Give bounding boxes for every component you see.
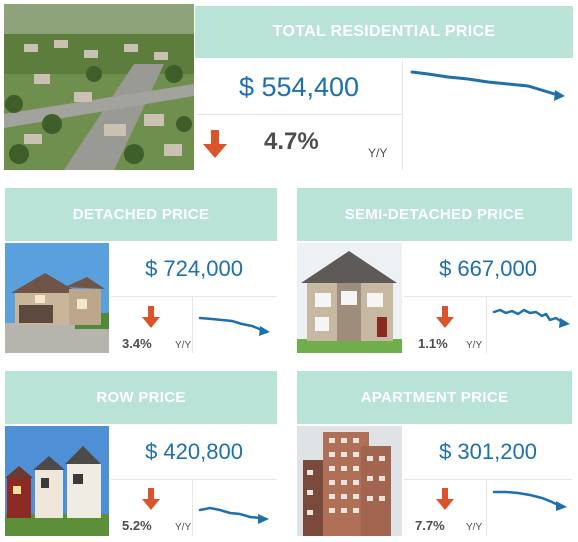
apartment-title: APARTMENT PRICE bbox=[297, 371, 572, 424]
aerial-neighbourhood-photo bbox=[4, 4, 194, 170]
row-change-period: Y/Y bbox=[175, 522, 192, 533]
total-residential-title: TOTAL RESIDENTIAL PRICE bbox=[195, 6, 573, 58]
semi-detached-trend-line-icon bbox=[490, 300, 572, 336]
total-trend-line-icon bbox=[408, 62, 573, 112]
semi-detached-house-photo bbox=[297, 243, 402, 353]
semi-detached-change-period: Y/Y bbox=[466, 340, 483, 351]
row-divider-vertical bbox=[192, 480, 193, 536]
down-arrow-icon bbox=[436, 306, 454, 328]
semi-detached-divider-horizontal bbox=[404, 296, 572, 297]
row-title: ROW PRICE bbox=[5, 371, 277, 424]
semi-detached-title: SEMI-DETACHED PRICE bbox=[297, 188, 572, 241]
down-arrow-icon bbox=[436, 488, 454, 510]
semi-detached-change-percent: 1.1% bbox=[418, 336, 448, 351]
apartment-price: $ 301,200 bbox=[439, 439, 537, 464]
row-trend-line-icon bbox=[196, 496, 276, 532]
apartment-trend-line-icon bbox=[490, 484, 572, 520]
apartment-tower-photo bbox=[297, 426, 402, 536]
down-arrow-icon bbox=[203, 130, 227, 158]
detached-change-period: Y/Y bbox=[175, 340, 192, 351]
apartment-change-percent: 7.7% bbox=[415, 518, 445, 533]
semi-detached-price: $ 667,000 bbox=[439, 256, 537, 281]
row-change-percent: 5.2% bbox=[122, 518, 152, 533]
total-divider-horizontal bbox=[196, 114, 402, 115]
detached-price: $ 724,000 bbox=[145, 256, 243, 281]
down-arrow-icon bbox=[142, 306, 160, 328]
detached-trend-line-icon bbox=[196, 306, 276, 342]
apartment-divider-vertical bbox=[486, 480, 487, 536]
detached-divider-horizontal bbox=[111, 296, 277, 297]
down-arrow-icon bbox=[142, 488, 160, 510]
detached-house-photo bbox=[5, 243, 109, 353]
semi-detached-divider-vertical bbox=[486, 297, 487, 353]
apartment-divider-horizontal bbox=[404, 479, 572, 480]
total-residential-price: $ 554,400 bbox=[238, 71, 360, 102]
detached-divider-vertical bbox=[192, 297, 193, 353]
detached-change-percent: 3.4% bbox=[122, 336, 152, 351]
row-price: $ 420,800 bbox=[145, 439, 243, 464]
total-divider-vertical bbox=[402, 60, 403, 170]
apartment-change-period: Y/Y bbox=[466, 522, 483, 533]
row-divider-horizontal bbox=[111, 479, 277, 480]
row-house-photo bbox=[5, 426, 109, 536]
detached-title: DETACHED PRICE bbox=[5, 188, 277, 241]
total-change-percent: 4.7% bbox=[264, 128, 319, 155]
total-change-period: Y/Y bbox=[368, 146, 388, 160]
